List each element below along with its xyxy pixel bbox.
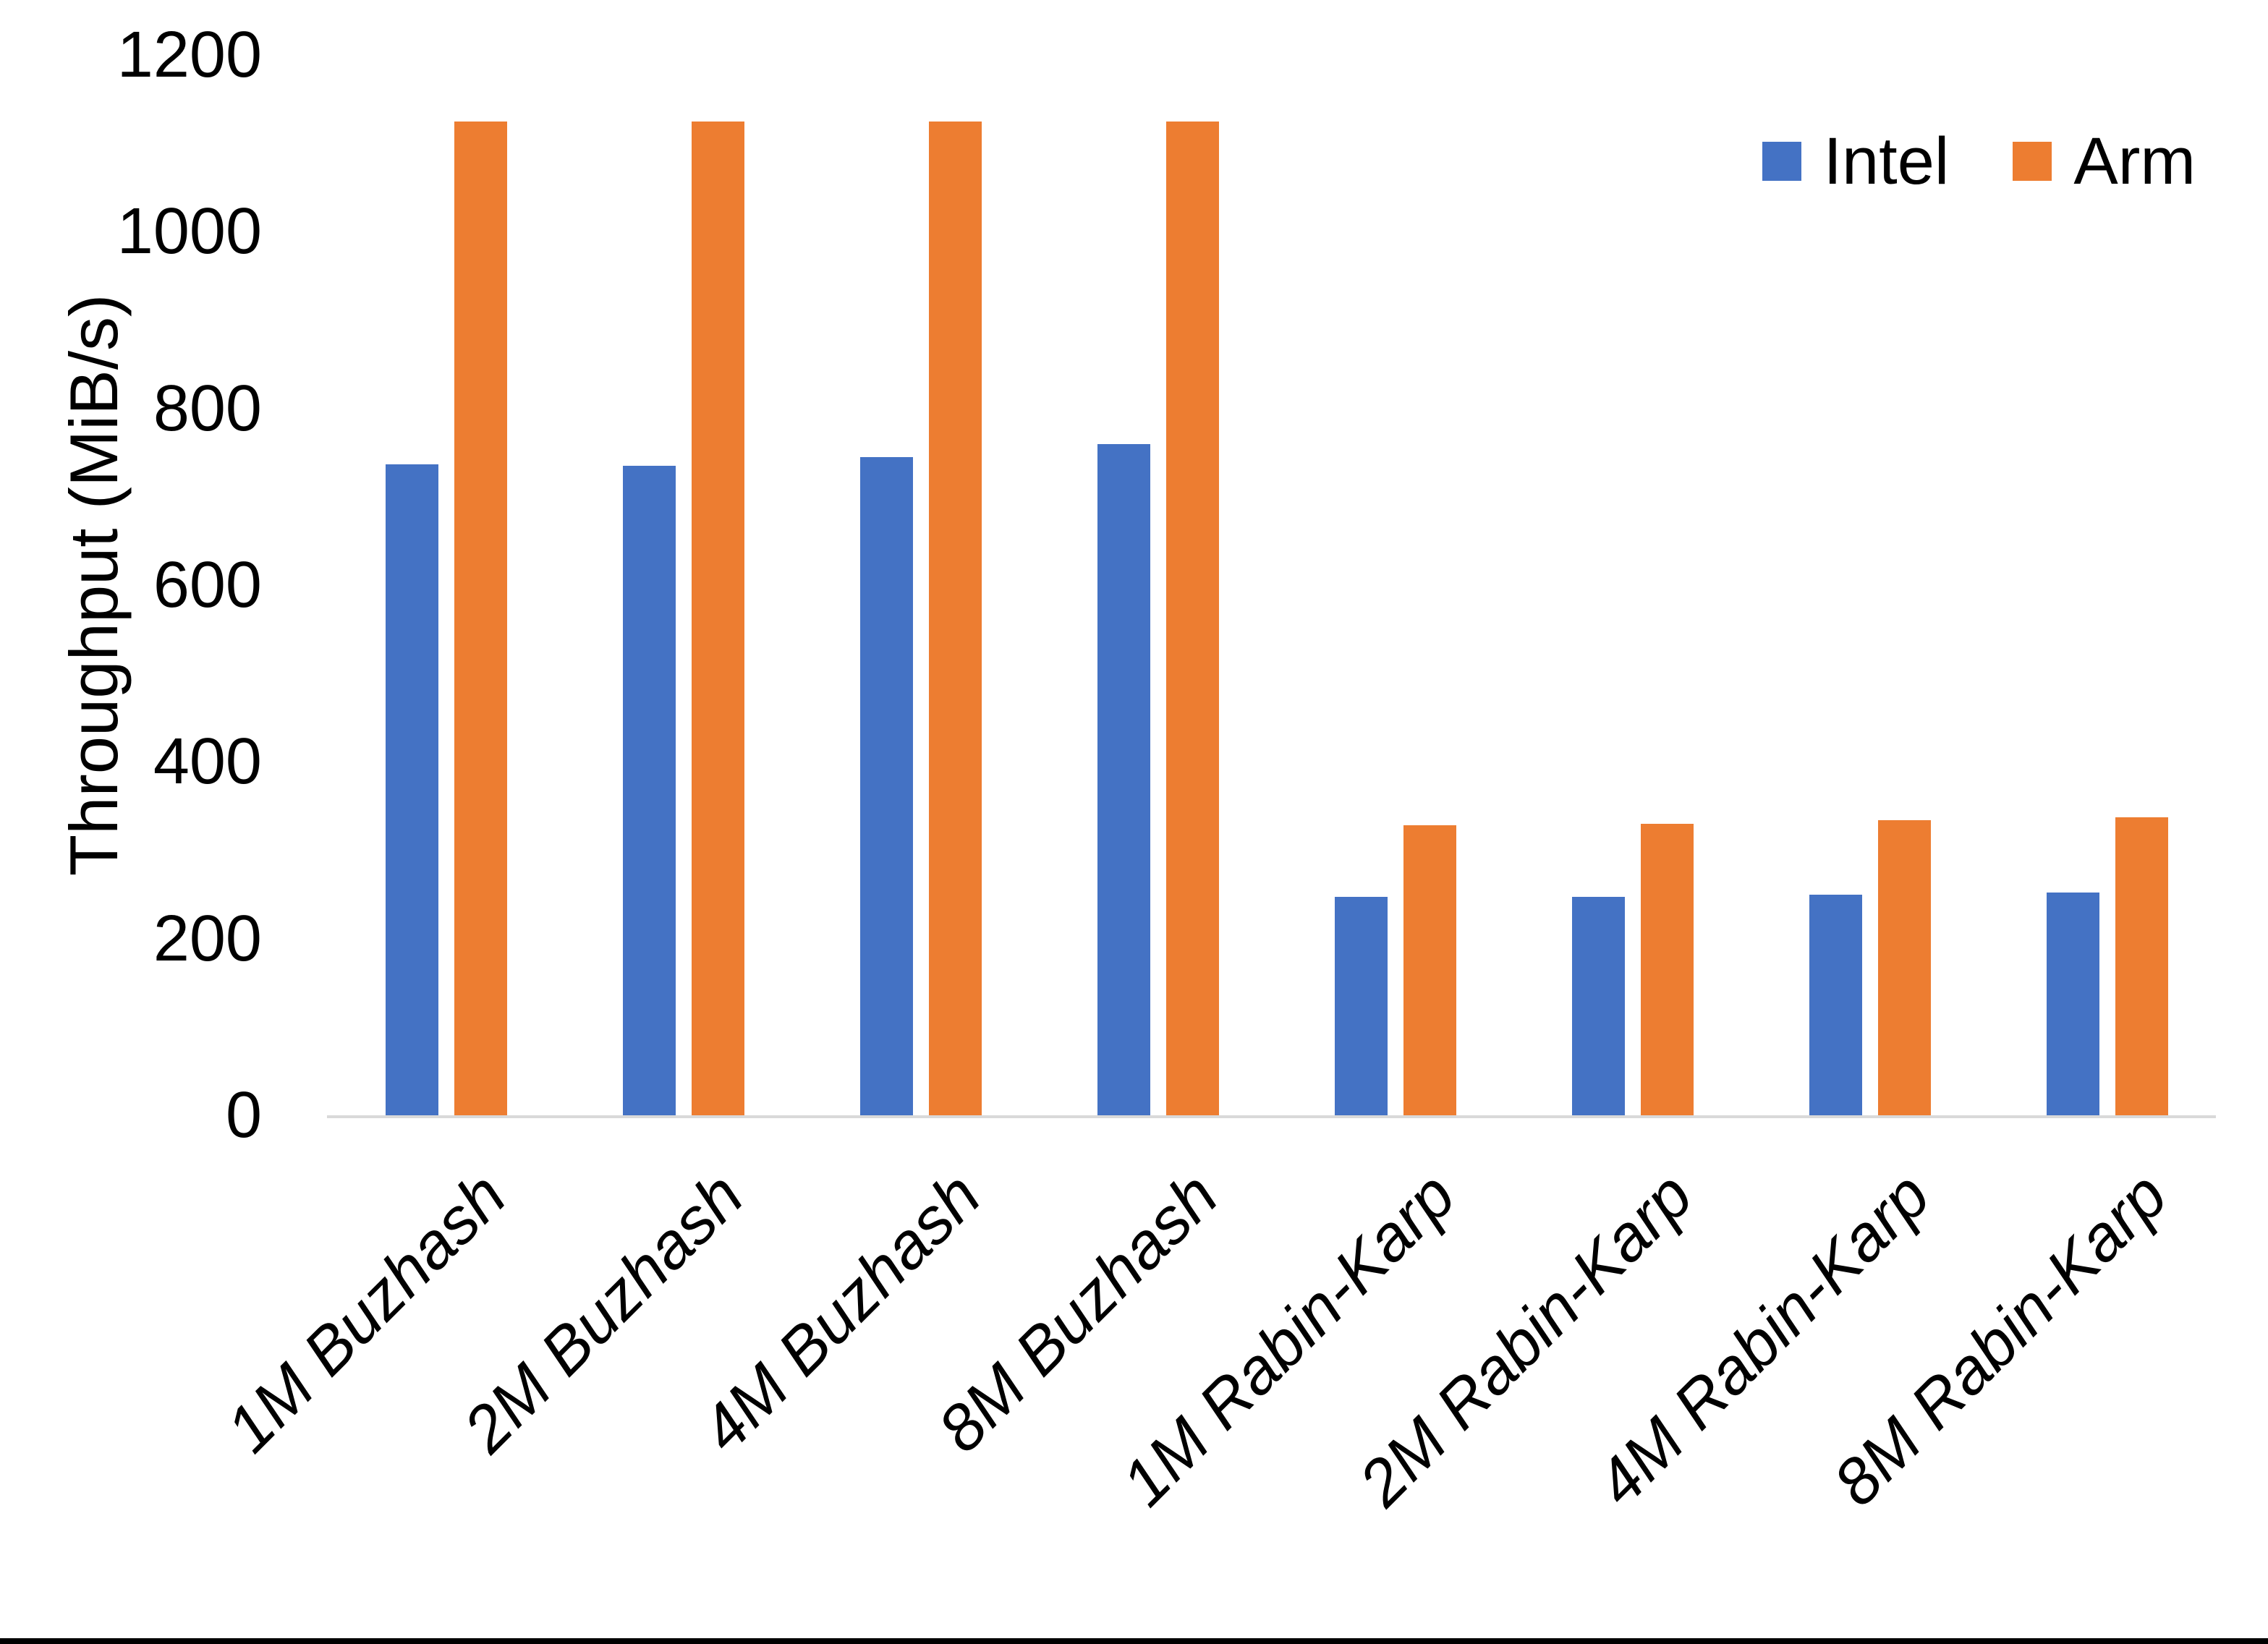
y-tick-label-0: 0 [225, 1079, 262, 1151]
bar-arm-3 [929, 122, 982, 1115]
bar-intel-7 [1809, 895, 1862, 1115]
legend: Intel Arm [1762, 122, 2196, 201]
y-tick-label-1200: 1200 [116, 19, 262, 91]
y-tick-label-800: 800 [153, 372, 262, 445]
bar-arm-7 [1878, 820, 1931, 1115]
bar-intel-5 [1335, 897, 1388, 1115]
bar-intel-3 [860, 457, 913, 1115]
legend-swatch-intel [1762, 142, 1802, 181]
y-tick-label-200: 200 [153, 902, 262, 975]
y-tick-label-1000: 1000 [116, 195, 262, 268]
bar-intel-4 [1097, 444, 1150, 1115]
bar-intel-1 [386, 464, 438, 1115]
plot-area [327, 55, 2216, 1115]
bar-arm-5 [1403, 825, 1456, 1115]
legend-swatch-arm [2013, 142, 2052, 181]
bar-intel-8 [2047, 893, 2099, 1115]
y-tick-label-400: 400 [153, 725, 262, 798]
legend-label-arm: Arm [2073, 124, 2196, 198]
bar-arm-1 [454, 122, 507, 1115]
bar-arm-8 [2115, 817, 2168, 1115]
y-tick-label-600: 600 [153, 549, 262, 621]
x-axis-line [327, 1115, 2216, 1118]
legend-item-arm: Arm [2013, 122, 2196, 201]
bar-intel-2 [623, 466, 676, 1115]
bottom-edge-strip [0, 1638, 2268, 1644]
legend-label-intel: Intel [1823, 124, 1950, 198]
bar-arm-4 [1166, 122, 1219, 1115]
bar-arm-2 [692, 122, 744, 1115]
legend-item-intel: Intel [1762, 122, 1949, 201]
bar-arm-6 [1641, 824, 1694, 1115]
bar-intel-6 [1572, 897, 1625, 1115]
